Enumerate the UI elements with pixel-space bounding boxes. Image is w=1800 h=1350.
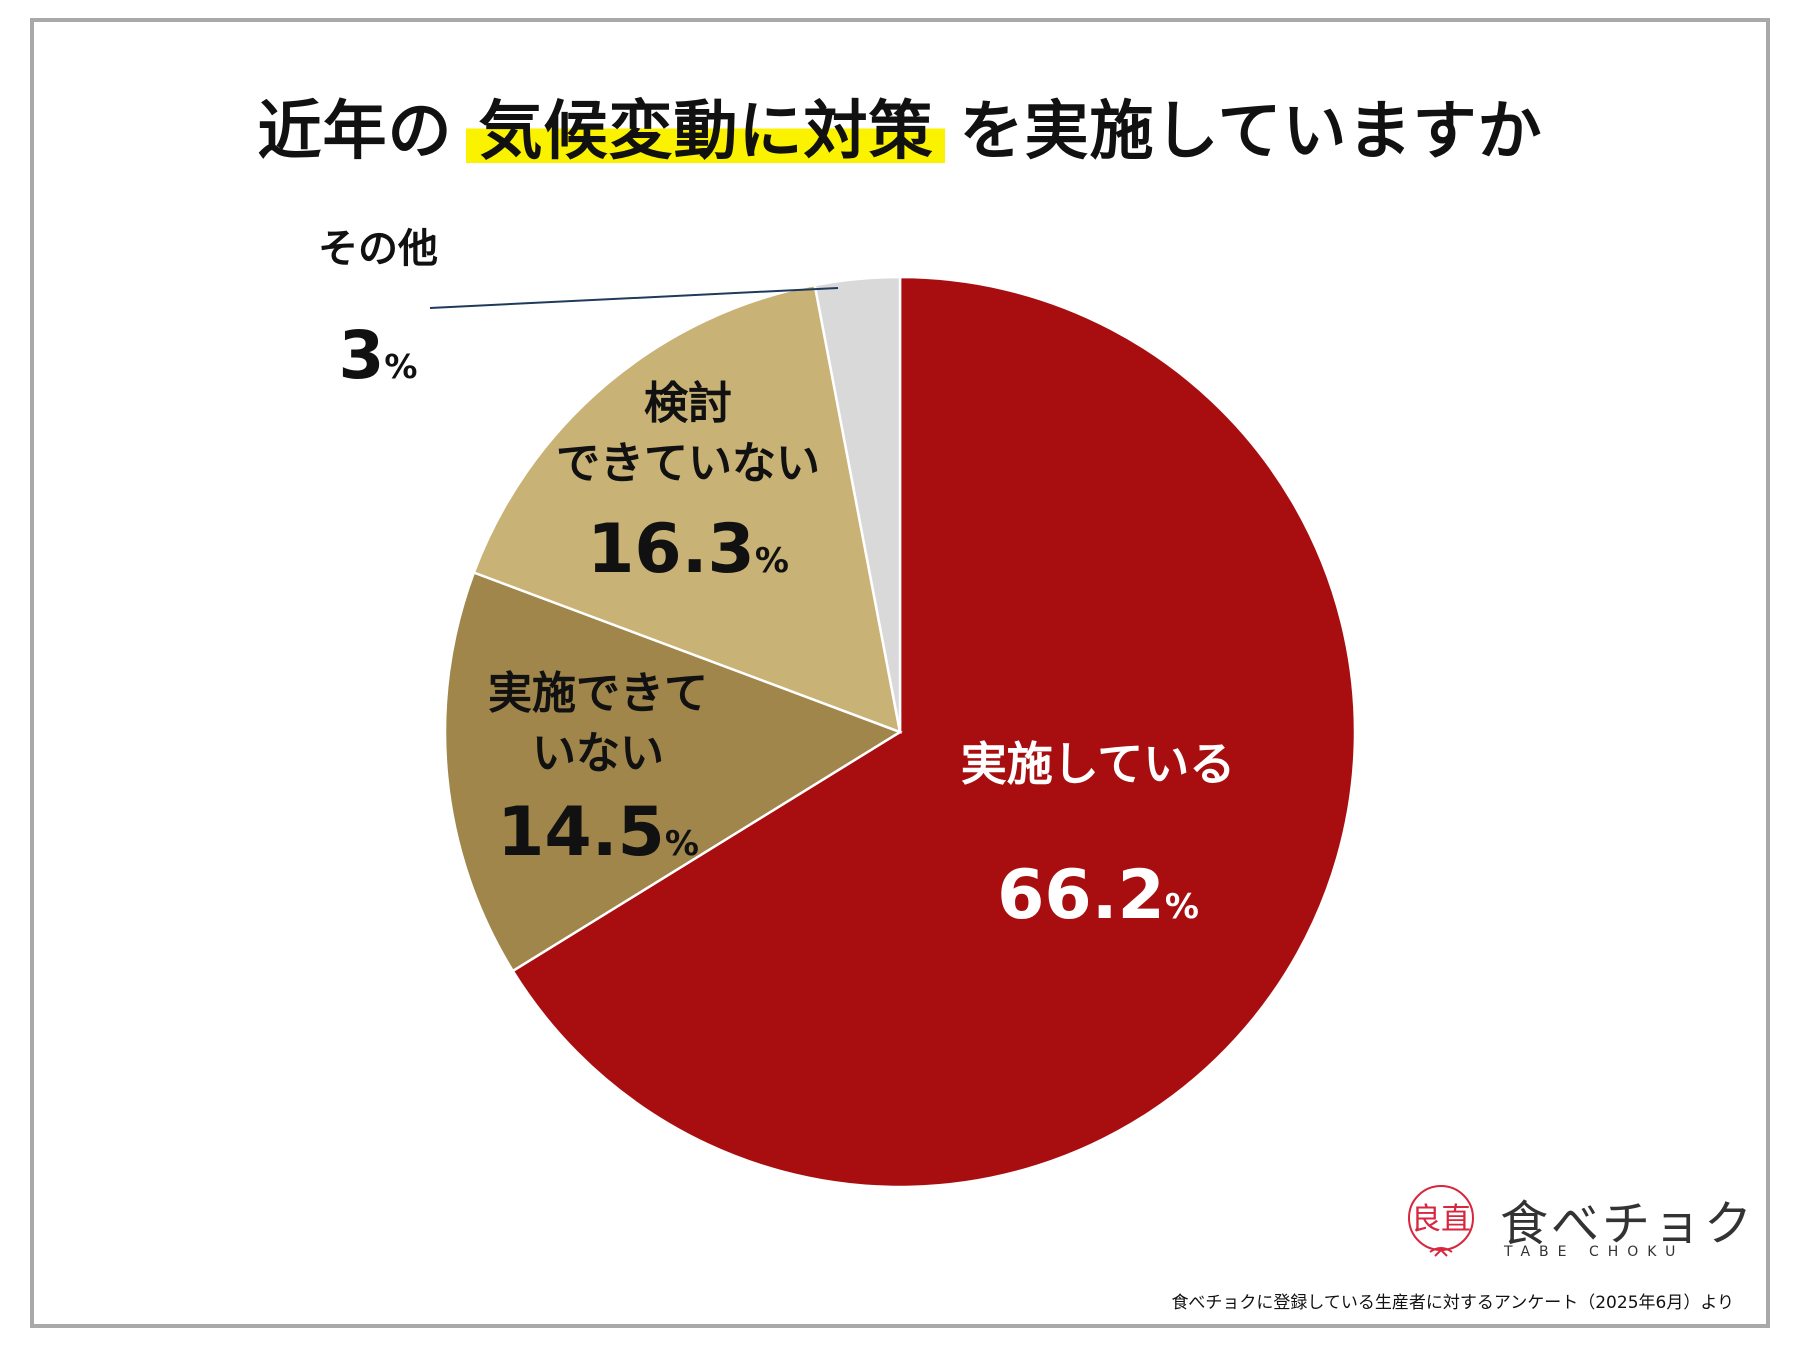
slice-value-label: 66.2% (997, 856, 1199, 935)
logo-mark-text: 良直 (1411, 1202, 1471, 1237)
leader-line-other (429, 287, 839, 309)
slice-value-label: 14.5% (497, 793, 699, 872)
slice-label-text: その他 (318, 226, 438, 272)
title-suffix: を実施していますか (959, 95, 1543, 169)
slice-label-text: 実施している (961, 737, 1236, 791)
pie-slice-not-implemented (443, 570, 903, 973)
slice-label-text: 実施できて (488, 668, 708, 719)
slice-value-label: 16.3% (587, 510, 789, 589)
logo-sub: TABE CHOKU (1504, 1244, 1685, 1260)
slice-label-implemented: 実施している 66.2% (961, 737, 1236, 935)
source-note: 食べチョクに登録している生産者に対するアンケート（2025年6月）より (1171, 1293, 1734, 1313)
pie-slice-not-considered (472, 283, 902, 734)
chart-title: 近年の 気候変動に対策 を実施していますか (0, 80, 1800, 172)
slice-label-text: いない (532, 728, 664, 779)
logo-mark-icon: 良直 (1408, 1185, 1474, 1257)
pie-slice-implemented (511, 275, 1357, 1189)
slice-label-text: 検討 (644, 378, 732, 429)
slice-label-text: できていない (556, 438, 820, 489)
title-highlight: 気候変動に対策 (466, 95, 946, 169)
slice-value-label: 3% (338, 317, 417, 394)
title-prefix: 近年の (257, 95, 453, 169)
brand-logo: 良直 食べチョク TABE CHOKU (1400, 1180, 1752, 1270)
logo-name: 食べチョク (1500, 1196, 1756, 1252)
pie-slice-other (813, 275, 902, 733)
slice-label-other: その他 3% (318, 226, 438, 394)
